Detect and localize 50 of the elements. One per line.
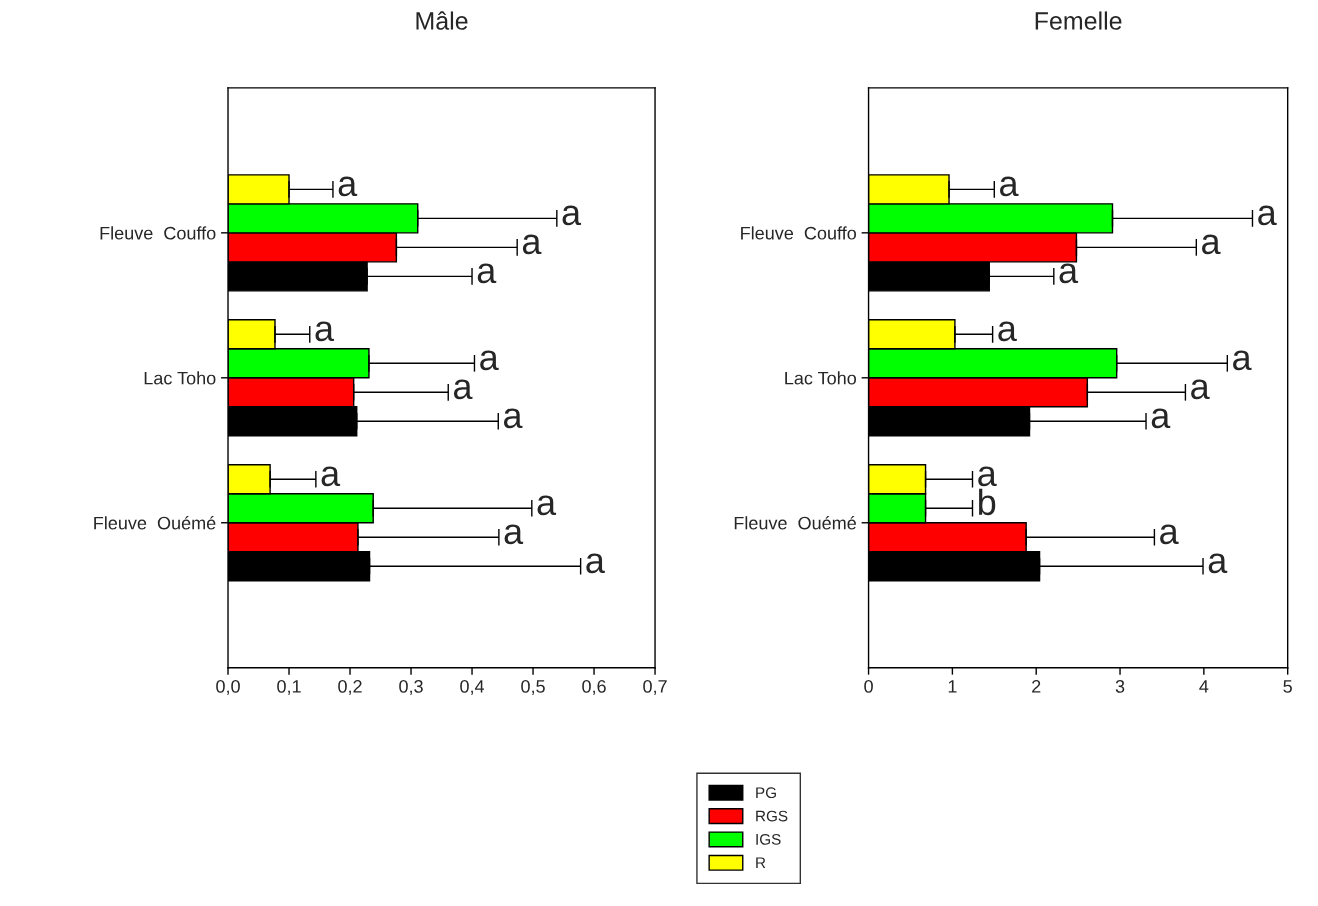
annotation: b xyxy=(979,488,996,516)
x-tick-label: 2 xyxy=(1032,680,1041,693)
x-tick-label: 0,3 xyxy=(399,680,423,695)
annotation: a xyxy=(1202,234,1221,255)
y-tick-label: Fleuve Ouémé xyxy=(734,516,856,530)
x-tick-label: 0,4 xyxy=(460,680,485,695)
y-tick-label: Lac Toho xyxy=(785,371,857,385)
y-tick-label: Fleuve Couffo xyxy=(100,226,216,240)
chart-title: Femelle xyxy=(1035,11,1122,30)
annotation: a xyxy=(1059,263,1079,284)
annotation: a xyxy=(1208,553,1228,574)
annotation: a xyxy=(537,495,557,516)
annotation: a xyxy=(1160,524,1179,545)
x-tick-label: 1 xyxy=(948,680,957,693)
annotation: a xyxy=(453,379,473,400)
x-tick-label: 0,0 xyxy=(216,680,240,695)
annotation: a xyxy=(1258,205,1277,226)
annotation: a xyxy=(1000,176,1019,197)
legend-label: PG xyxy=(756,787,776,799)
annotation: a xyxy=(978,466,997,487)
chart-title: Mâle xyxy=(416,11,468,30)
y-tick-label: Fleuve Ouémé xyxy=(94,516,216,530)
annotation: a xyxy=(1151,408,1171,429)
annotation: a xyxy=(480,350,499,371)
x-tick-label: 5 xyxy=(1283,680,1292,693)
annotation: a xyxy=(1233,350,1252,371)
annotation: a xyxy=(1191,379,1210,400)
annotation: a xyxy=(338,176,358,197)
annotation: a xyxy=(503,408,523,429)
annotation: a xyxy=(998,321,1017,342)
legend-label: RGS xyxy=(756,810,788,822)
x-tick-label: 0 xyxy=(864,680,873,693)
y-tick-label: Lac Toho xyxy=(144,371,216,385)
x-tick-label: 0,2 xyxy=(338,680,362,695)
x-tick-label: 0,5 xyxy=(521,680,545,695)
legend-label: R xyxy=(756,857,766,868)
annotation: a xyxy=(522,234,542,255)
y-tick-label: Fleuve Couffo xyxy=(741,226,857,240)
annotation: a xyxy=(586,553,605,574)
annotation: a xyxy=(321,466,341,487)
x-tick-label: 0,6 xyxy=(582,680,606,695)
annotation: a xyxy=(562,205,582,226)
x-tick-label: 0,7 xyxy=(643,680,667,695)
annotation: a xyxy=(477,263,497,284)
x-tick-label: 0,1 xyxy=(277,680,301,695)
annotation: a xyxy=(504,524,524,545)
legend-label: IGS xyxy=(756,833,781,845)
x-tick-label: 4 xyxy=(1199,680,1209,693)
annotation: a xyxy=(315,321,335,342)
x-tick-label: 3 xyxy=(1115,680,1125,693)
